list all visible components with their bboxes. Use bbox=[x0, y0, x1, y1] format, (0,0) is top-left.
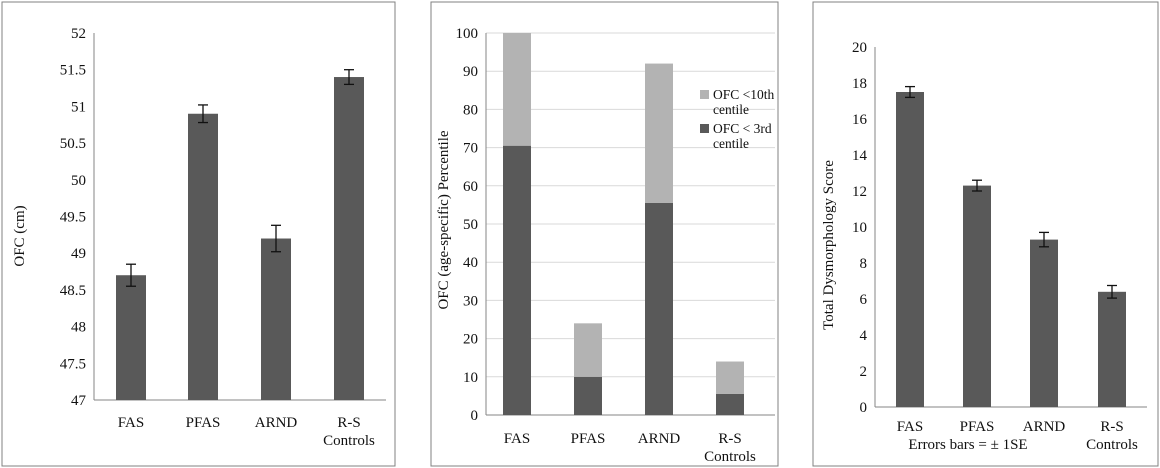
y-tick-labels: 47 47.5 48 48.5 49 49.5 50 50.5 51 51.5 52 bbox=[60, 26, 87, 409]
legend-swatch-3rd-centile bbox=[700, 124, 709, 133]
category-label-fas: FAS bbox=[897, 419, 923, 435]
y-tick-label-4: 4 bbox=[860, 328, 868, 344]
category-label-fas: FAS bbox=[504, 431, 530, 447]
legend: OFC <10th centile OFC < 3rd centile bbox=[700, 87, 775, 151]
y-tick-label-80: 80 bbox=[463, 102, 478, 118]
bar-pfas bbox=[188, 113, 218, 401]
y-tick-label-8: 8 bbox=[860, 256, 868, 272]
y-tick-label-100: 100 bbox=[456, 26, 479, 42]
legend-swatch-10th-centile bbox=[700, 90, 709, 99]
error-bar-pfas bbox=[198, 104, 208, 124]
bar-fas bbox=[116, 275, 146, 400]
category-label-arnd: ARND bbox=[255, 415, 298, 431]
bar-pfas bbox=[963, 185, 991, 407]
bar-r-s-controls bbox=[334, 77, 364, 400]
y-tick-label-6: 6 bbox=[860, 292, 868, 308]
error-bar-fas bbox=[126, 263, 136, 287]
y-tick-label-10: 10 bbox=[852, 220, 867, 236]
error-bar-fas bbox=[905, 85, 915, 99]
bar-pfas-ofc-3rd-centile bbox=[574, 376, 602, 415]
y-axis-title: Total Dysmorphology Score bbox=[821, 160, 837, 330]
bar-arnd bbox=[1030, 239, 1058, 407]
bar-r-s-controls-ofc-10th-centile bbox=[716, 361, 744, 394]
y-tick-label-60: 60 bbox=[463, 179, 478, 195]
y-tick-label-52: 52 bbox=[71, 26, 86, 42]
chart-panel-ofc-percentile: OFC (age-specific) Percentile 0 10 20 30 40 5… bbox=[430, 1, 779, 467]
y-tick-label-50: 50 bbox=[463, 217, 478, 233]
category-label-arnd: ARND bbox=[638, 431, 681, 447]
y-tick-label-50: 50 bbox=[71, 173, 86, 189]
legend-label-10th-centile: OFC <10th centile bbox=[713, 87, 775, 117]
y-tick-label-20: 20 bbox=[463, 332, 478, 348]
x-category-labels: FAS PFAS ARND R-S Controls bbox=[118, 415, 375, 449]
y-tick-label-47: 47 bbox=[71, 393, 87, 409]
y-tick-label-90: 90 bbox=[463, 64, 478, 80]
bar-r-s-controls bbox=[1098, 291, 1126, 407]
bar-fas-ofc-3rd-centile bbox=[503, 145, 531, 415]
y-tick-label-16: 16 bbox=[852, 112, 868, 128]
error-bar-arnd bbox=[271, 224, 281, 253]
category-label-pfas: PFAS bbox=[960, 419, 995, 435]
y-tick-label-2: 2 bbox=[860, 364, 868, 380]
bar-arnd bbox=[261, 238, 291, 400]
y-axis-title: OFC (age-specific) Percentile bbox=[436, 130, 452, 309]
bar-fas bbox=[896, 92, 924, 407]
y-tick-label-50-5: 50.5 bbox=[60, 136, 86, 152]
y-tick-label-30: 30 bbox=[463, 293, 478, 309]
error-bar-pfas bbox=[972, 179, 982, 192]
bar-fas-ofc-10th-centile bbox=[503, 33, 531, 146]
error-bars bbox=[126, 69, 354, 287]
y-tick-label-20: 20 bbox=[852, 40, 867, 56]
y-tick-label-18: 18 bbox=[852, 76, 867, 92]
y-tick-label-49: 49 bbox=[71, 246, 86, 262]
category-label-rs-controls: R-S Controls bbox=[323, 415, 375, 449]
bar-pfas-ofc-10th-centile bbox=[574, 323, 602, 377]
category-label-rs-controls: R-S Controls bbox=[1086, 419, 1138, 453]
error-bars bbox=[905, 85, 1117, 299]
y-tick-label-47-5: 47.5 bbox=[60, 356, 86, 372]
y-tick-label-49-5: 49.5 bbox=[60, 210, 86, 226]
y-tick-labels: 0 2 4 6 8 10 12 14 16 18 20 bbox=[852, 40, 868, 416]
y-tick-label-0: 0 bbox=[860, 400, 868, 416]
bar-arnd-ofc-3rd-centile bbox=[645, 202, 673, 415]
y-axis-title: OFC (cm) bbox=[12, 205, 28, 266]
y-tick-label-0: 0 bbox=[471, 408, 479, 424]
stacked-bars bbox=[503, 33, 744, 415]
category-label-rs-controls: R-S Controls bbox=[704, 431, 756, 465]
bar-r-s-controls-ofc-3rd-centile bbox=[716, 393, 744, 415]
y-tick-label-51-5: 51.5 bbox=[60, 63, 86, 79]
y-tick-label-48: 48 bbox=[71, 320, 86, 336]
y-tick-label-10: 10 bbox=[463, 370, 478, 386]
y-tick-label-14: 14 bbox=[852, 148, 868, 164]
error-bar-r-s-controls bbox=[344, 69, 354, 86]
y-tick-labels: 0 10 20 30 40 50 60 70 80 90 100 bbox=[456, 26, 479, 424]
y-tick-label-40: 40 bbox=[463, 255, 478, 271]
bars bbox=[116, 77, 364, 401]
x-category-labels: FAS PFAS ARND R-S Controls bbox=[504, 431, 756, 465]
y-tick-label-12: 12 bbox=[852, 184, 867, 200]
error-bar-arnd bbox=[1039, 231, 1049, 248]
y-tick-label-51: 51 bbox=[71, 99, 86, 115]
chart-panel-ofc-cm: OFC (cm) 47 47.5 48 48.5 49 49.5 50 50.5 51 51.5 5… bbox=[1, 1, 396, 467]
category-label-pfas: PFAS bbox=[186, 415, 221, 431]
category-label-fas: FAS bbox=[118, 415, 144, 431]
legend-label-3rd-centile: OFC < 3rd centile bbox=[713, 121, 772, 151]
gridlines bbox=[486, 32, 775, 378]
bar-arnd-ofc-10th-centile bbox=[645, 63, 673, 203]
error-bar-r-s-controls bbox=[1107, 284, 1117, 299]
category-label-pfas: PFAS bbox=[571, 431, 606, 447]
y-tick-label-48-5: 48.5 bbox=[60, 283, 86, 299]
y-tick-label-70: 70 bbox=[463, 141, 478, 157]
x-axis-note: Errors bars = ± 1SE bbox=[908, 437, 1027, 453]
bars bbox=[896, 92, 1126, 407]
x-category-labels: FAS PFAS ARND R-S Controls bbox=[897, 419, 1138, 453]
chart-panel-dysmorphology: Total Dysmorphology Score 0 2 4 6 8 10 12 14 16 1… bbox=[812, 1, 1159, 467]
category-label-arnd: ARND bbox=[1023, 419, 1066, 435]
